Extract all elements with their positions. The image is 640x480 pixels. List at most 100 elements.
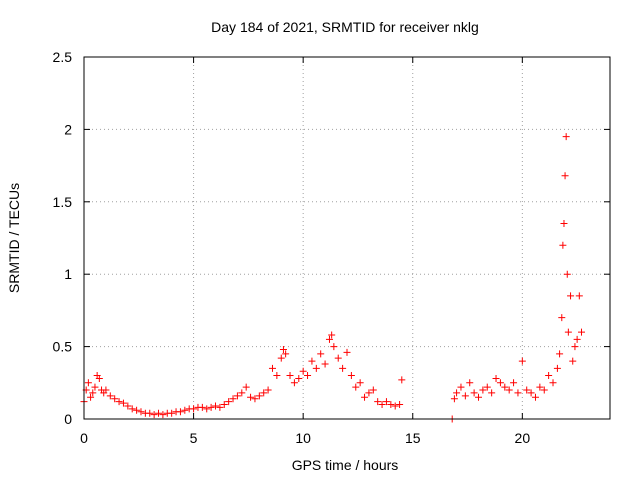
- data-point: [220, 401, 228, 409]
- y-tick-label: 2.5: [53, 49, 73, 65]
- data-point: [396, 401, 404, 409]
- data-point: [312, 364, 320, 372]
- data-point: [545, 372, 553, 380]
- data-point: [514, 389, 522, 397]
- data-point: [575, 292, 583, 300]
- grid-lines: [84, 57, 610, 419]
- data-point: [343, 348, 351, 356]
- data-point: [560, 220, 568, 228]
- data-point: [264, 386, 272, 394]
- data-point: [159, 411, 167, 419]
- data-point: [212, 402, 219, 410]
- data-point: [198, 403, 206, 411]
- data-point: [260, 389, 268, 397]
- data-point: [347, 372, 355, 380]
- data-point: [527, 389, 535, 397]
- data-point: [233, 392, 241, 400]
- data-point: [242, 383, 250, 391]
- x-tick-label: 15: [405, 430, 421, 446]
- data-point: [203, 405, 211, 413]
- data-point: [382, 398, 390, 406]
- data-point: [573, 335, 581, 343]
- data-point: [567, 292, 575, 300]
- data-point: [352, 383, 360, 391]
- data-point: [115, 398, 123, 406]
- data-point: [89, 389, 97, 397]
- data-point: [466, 379, 474, 387]
- x-tick-labels: 0 5 10 15 20: [80, 430, 530, 446]
- data-point: [295, 374, 303, 382]
- data-point: [461, 392, 469, 400]
- data-point: [496, 379, 504, 387]
- y-tick-labels: 0 0.5 1 1.5 2 2.5: [53, 49, 73, 427]
- data-point: [321, 360, 329, 368]
- data-point: [457, 383, 465, 391]
- data-point: [102, 386, 110, 394]
- data-point: [536, 383, 544, 391]
- data-point: [571, 343, 579, 351]
- data-point: [325, 335, 333, 343]
- data-point: [562, 133, 570, 141]
- data-point: [450, 395, 458, 403]
- data-point: [505, 386, 513, 394]
- data-point: [578, 328, 586, 336]
- x-tick-label: 20: [515, 430, 531, 446]
- data-point: [361, 393, 369, 401]
- data-point: [558, 314, 566, 322]
- data-point: [146, 409, 154, 417]
- data-point: [95, 374, 103, 382]
- x-tick-label: 5: [190, 430, 198, 446]
- data-point: [304, 372, 312, 380]
- data-point: [518, 357, 526, 365]
- data-point: [124, 402, 132, 410]
- data-point: [569, 357, 577, 365]
- data-point: [273, 372, 281, 380]
- data-point: [176, 408, 184, 416]
- chart-title: Day 184 of 2021, SRMTID for receiver nkl…: [211, 19, 479, 35]
- data-point: [207, 403, 215, 411]
- data-point: [277, 354, 285, 362]
- data-point: [155, 409, 163, 417]
- x-tick-label: 10: [295, 430, 311, 446]
- data-point: [91, 383, 99, 391]
- y-axis-title: SRMTID / TECUs: [6, 183, 22, 293]
- data-point: [330, 343, 338, 351]
- data-point: [369, 386, 377, 394]
- data-point: [106, 392, 114, 400]
- data-point: [492, 374, 500, 382]
- data-point: [225, 398, 233, 406]
- data-point: [308, 357, 316, 365]
- data-point: [453, 389, 461, 397]
- data-point: [488, 389, 496, 397]
- data-point: [398, 376, 406, 384]
- data-point: [475, 393, 482, 401]
- data-point: [119, 399, 127, 407]
- data-point: [510, 379, 518, 387]
- data-point: [84, 379, 92, 387]
- data-point: [328, 331, 336, 339]
- y-tick-label: 2: [64, 121, 72, 137]
- data-point: [190, 405, 198, 413]
- y-tick-label: 1.5: [53, 194, 73, 210]
- data-point: [523, 386, 531, 394]
- data-point: [128, 405, 136, 413]
- plot-frame: [83, 56, 611, 420]
- data-point: [479, 386, 487, 394]
- data-point: [168, 409, 176, 417]
- data-point: [255, 392, 263, 400]
- data-point: [531, 393, 539, 401]
- data-point: [87, 393, 95, 401]
- data-point: [150, 411, 158, 419]
- y-tick-label: 1: [64, 266, 72, 282]
- data-point: [282, 350, 290, 358]
- data-point: [561, 172, 569, 180]
- data-point: [339, 364, 347, 372]
- data-point: [378, 401, 386, 409]
- data-point: [483, 383, 491, 391]
- data-point: [374, 398, 382, 406]
- data-point: [470, 389, 478, 397]
- data-point: [356, 379, 364, 387]
- data-point: [387, 401, 395, 409]
- data-point: [290, 379, 298, 387]
